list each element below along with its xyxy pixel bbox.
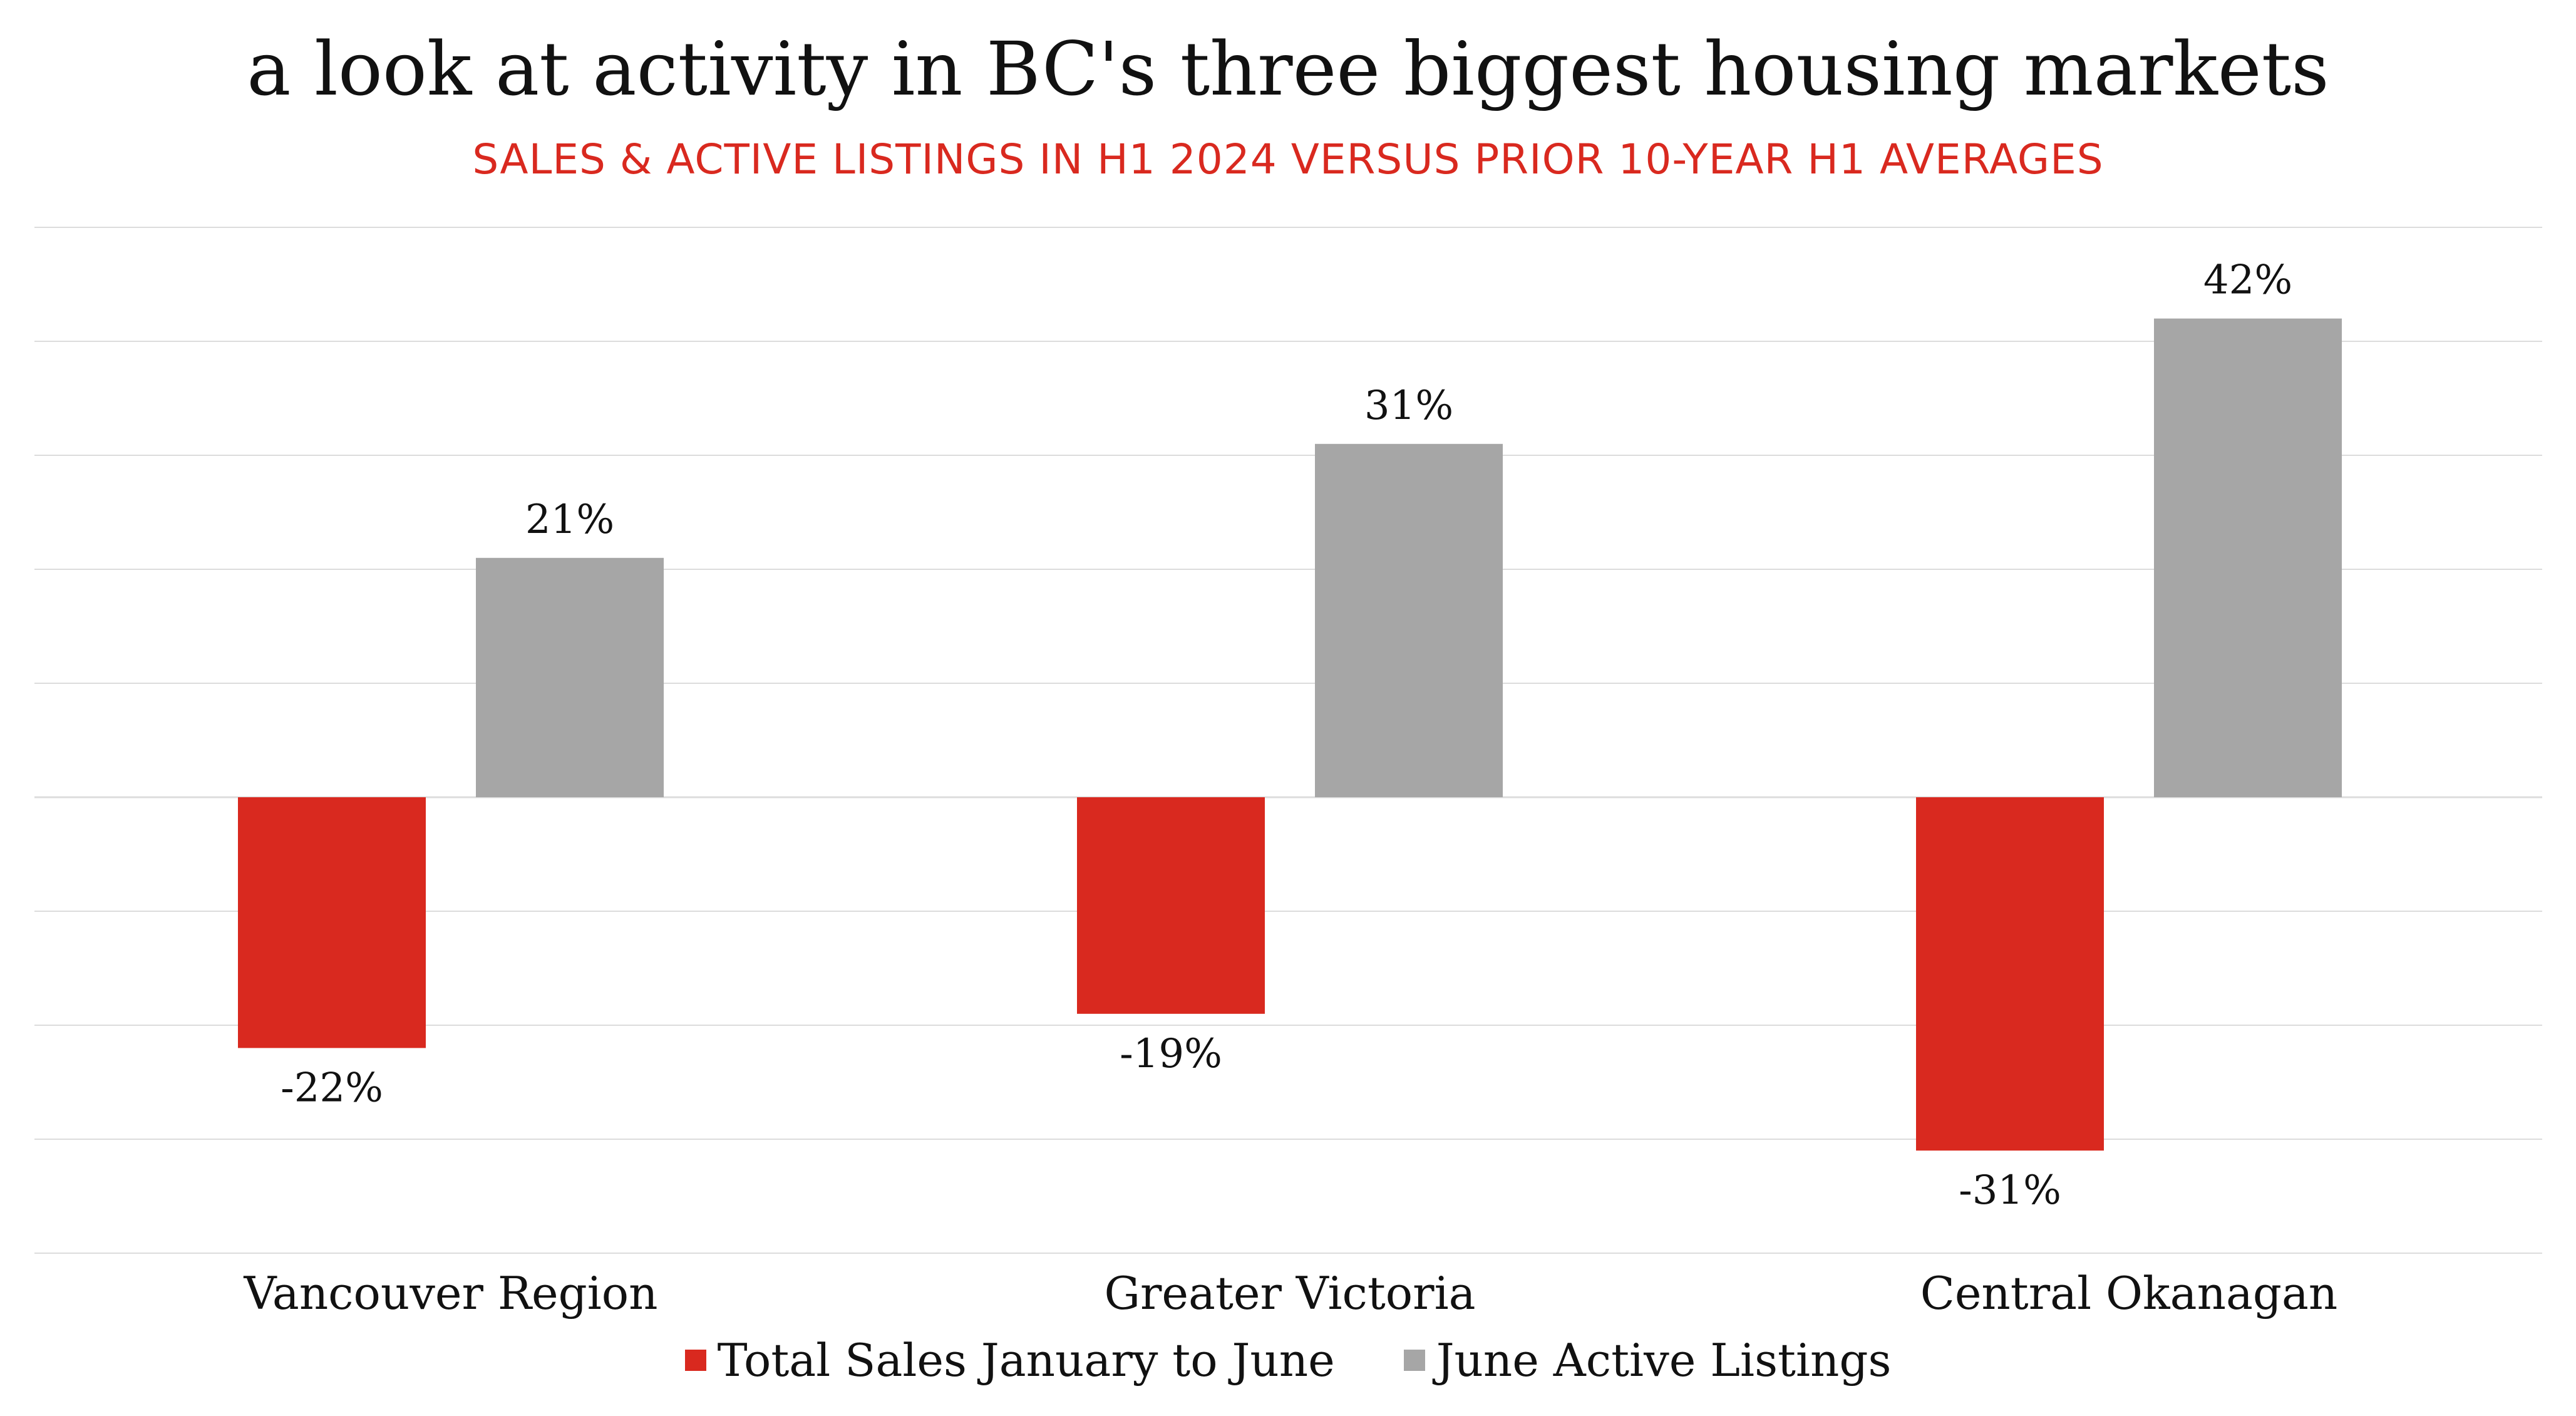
- category-label-1: Vancouver Region: [244, 1267, 658, 1320]
- listings-value-label-3: 42%: [2203, 257, 2292, 304]
- sales-bar-1: [238, 797, 426, 1048]
- listings-value-label-1: 21%: [525, 497, 614, 543]
- legend-swatch-listings: [1403, 1350, 1425, 1371]
- legend-item-listings: June Active Listings: [1403, 1334, 1892, 1387]
- category-labels: Vancouver Region Greater Victoria Central …: [244, 1267, 2338, 1320]
- listings-value-label-2: 31%: [1364, 383, 1453, 429]
- sales-bar-2: [1077, 797, 1265, 1014]
- listings-bar-3: [2154, 318, 2342, 798]
- sales-value-label-1: -22%: [281, 1065, 383, 1111]
- bars: [238, 318, 2342, 1151]
- legend-label-sales: Total Sales January to June: [717, 1334, 1335, 1387]
- sales-bar-3: [1916, 797, 2104, 1151]
- data-labels: -22% 21% -19% 31% -31% 42%: [281, 257, 2292, 1214]
- chart-title: a look at activity in BC's three biggest…: [247, 26, 2329, 112]
- listings-bar-2: [1315, 443, 1503, 797]
- category-label-3: Central Okanagan: [1920, 1267, 2338, 1320]
- legend-swatch-sales: [684, 1350, 706, 1371]
- legend-item-sales: Total Sales January to June: [684, 1334, 1335, 1387]
- sales-value-label-3: -31%: [1959, 1167, 2061, 1214]
- legend-label-listings: June Active Listings: [1436, 1334, 1892, 1387]
- chart-subtitle: SALES & ACTIVE LISTINGS IN H1 2024 VERSU…: [472, 135, 2104, 183]
- legend: Total Sales January to June June Active …: [0, 1334, 2576, 1387]
- sales-value-label-2: -19%: [1120, 1031, 1222, 1077]
- listings-bar-1: [476, 557, 664, 797]
- gridlines: [34, 227, 2542, 1254]
- category-label-2: Greater Victoria: [1104, 1267, 1475, 1320]
